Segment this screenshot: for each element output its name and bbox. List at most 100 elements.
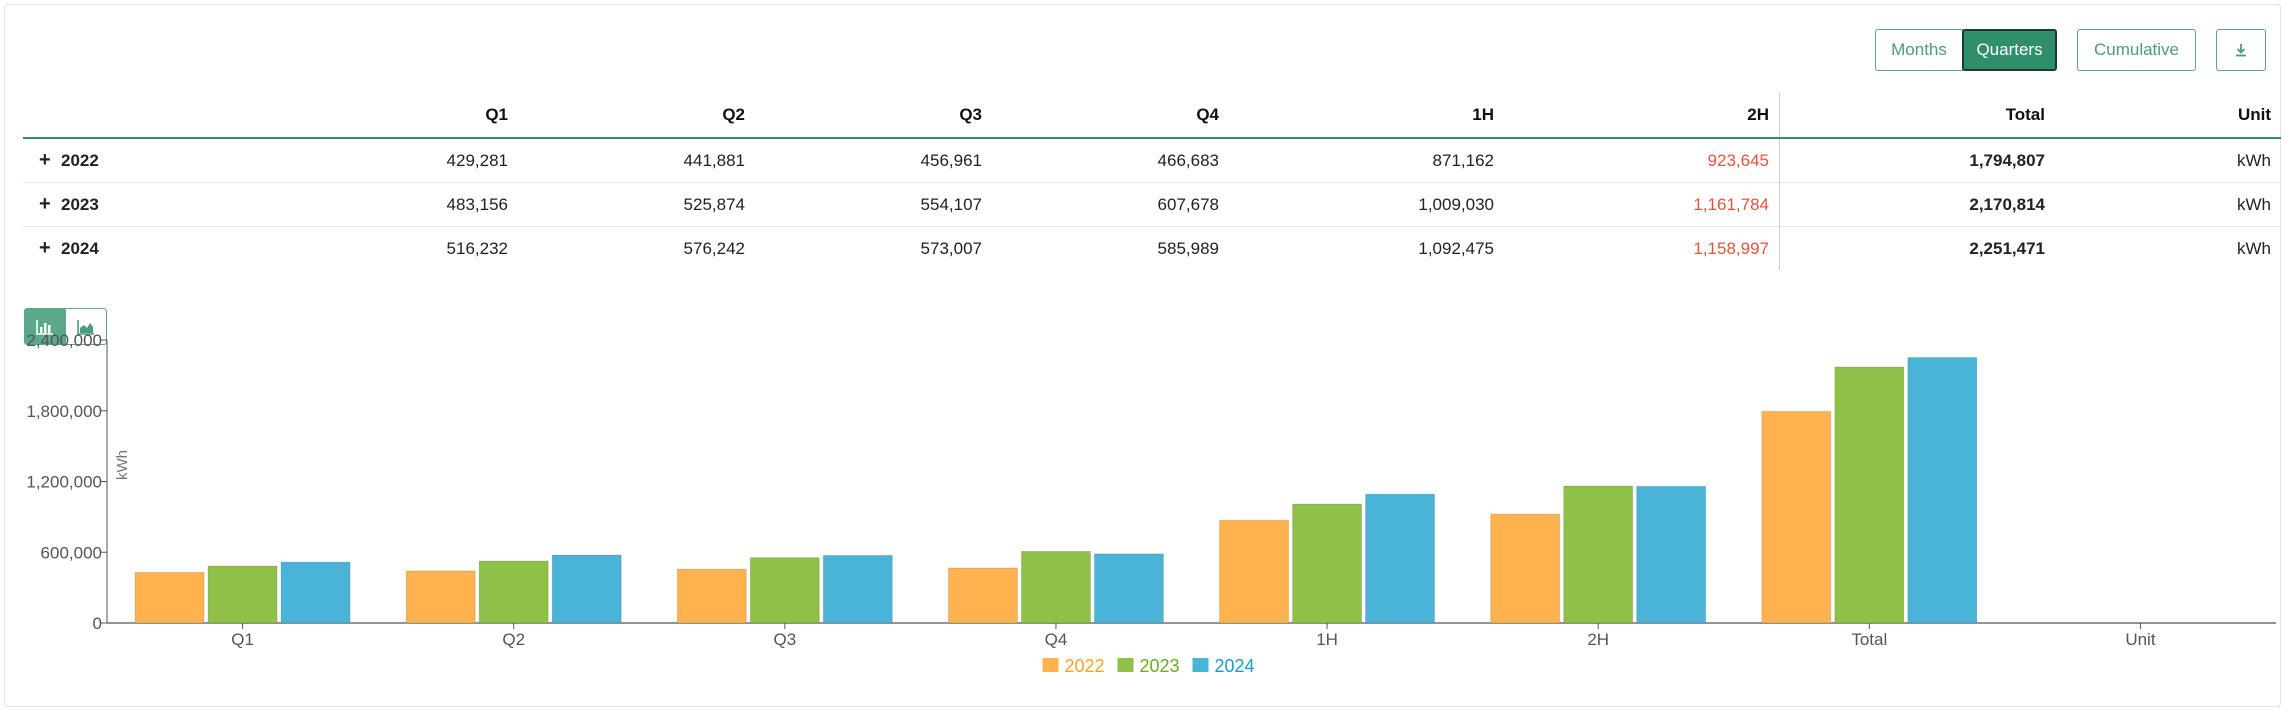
cell-unit: kWh <box>2237 238 2271 258</box>
cell-1h: 871,162 <box>1229 138 1504 183</box>
bar-2024-2H <box>1636 485 1707 624</box>
header-q3: Q3 <box>755 93 992 139</box>
cell-1h: 1,009,030 <box>1229 182 1504 227</box>
cell-q1: 483,156 <box>283 182 518 227</box>
cell-1h: 1,092,475 <box>1418 238 1494 258</box>
y-tick-label: 2,400,000 <box>26 331 102 350</box>
download-button[interactable] <box>2216 29 2266 71</box>
bar-2024-1H <box>1365 493 1436 624</box>
cell-q3: 554,107 <box>755 182 992 227</box>
x-tick-label: 2H <box>1587 630 1609 649</box>
area-chart-icon <box>77 319 94 335</box>
bar-2022-Q2 <box>405 570 476 624</box>
header-1h: 1H <box>1229 93 1504 139</box>
year-label: 2023 <box>61 195 99 214</box>
cell-q4: 585,989 <box>1157 238 1219 258</box>
cell-2h: 923,645 <box>1504 138 1780 183</box>
legend-label-2022: 2022 <box>1065 656 1105 676</box>
year-cell[interactable]: +2023 <box>23 182 283 227</box>
x-tick-label: Q4 <box>1045 630 1068 649</box>
chart-type-toggle <box>24 308 107 345</box>
bar-2024-Q3 <box>822 554 893 624</box>
cell-q2: 576,242 <box>683 238 745 258</box>
cell-q3: 456,961 <box>755 138 992 183</box>
plus-icon[interactable]: + <box>39 193 51 215</box>
legend-label-2023: 2023 <box>1140 656 1180 676</box>
header-unit: Unit <box>2055 93 2281 139</box>
y-axis-label: kWh <box>114 450 131 480</box>
cell-total: 2,170,814 <box>1779 182 2055 227</box>
bar-2022-2H <box>1490 513 1561 624</box>
y-tick-label: 1,200,000 <box>26 473 102 492</box>
bar-chart-button[interactable] <box>24 308 66 345</box>
plus-icon[interactable]: + <box>39 149 51 171</box>
bar-2024-Q4 <box>1093 553 1164 624</box>
y-tick-label: 1,800,000 <box>26 402 102 421</box>
header-q2: Q2 <box>518 93 755 139</box>
bar-2022-Total <box>1761 410 1832 624</box>
cumulative-button[interactable]: Cumulative <box>2077 29 2196 71</box>
bar-2023-Q1 <box>207 565 278 624</box>
cell-q3: 573,007 <box>920 238 982 258</box>
y-tick-label: 600,000 <box>41 543 102 562</box>
x-tick-label: Q3 <box>773 630 796 649</box>
bar-2022-Q1 <box>134 571 205 624</box>
header-2h: 2H <box>1504 93 1780 139</box>
x-tick-label: Total <box>1851 630 1887 649</box>
bar-2024-Total <box>1907 357 1978 624</box>
bar-2023-Q4 <box>1020 550 1091 624</box>
cell-2h: 1,158,997 <box>1504 226 1780 270</box>
header-q1: Q1 <box>283 93 518 139</box>
cell-unit: kWh <box>2055 182 2281 227</box>
year-label: 2024 <box>61 239 99 258</box>
bar-2022-Q4 <box>947 567 1018 624</box>
legend-swatch-2023 <box>1117 658 1134 672</box>
year-cell[interactable]: +2024 <box>23 227 283 271</box>
legend-swatch-2022 <box>1042 658 1059 672</box>
bar-2022-1H <box>1219 519 1290 624</box>
bar-chart-icon <box>36 319 53 335</box>
bar-2023-Total <box>1834 366 1905 624</box>
year-cell[interactable]: +2022 <box>23 138 283 183</box>
table-row: +2022 429,281 441,881 456,961 466,683 87… <box>23 138 2281 183</box>
plus-icon[interactable]: + <box>39 237 51 259</box>
bar-2023-Q3 <box>749 557 820 624</box>
view-toolbar: Months Quarters Cumulative <box>1875 29 2266 71</box>
header-total: Total <box>1779 93 2055 139</box>
header-year <box>23 93 283 139</box>
x-tick-label: Unit <box>2125 630 2156 649</box>
cell-q1: 516,232 <box>446 238 508 258</box>
table-row: +2023 483,156 525,874 554,107 607,678 1,… <box>23 182 2281 227</box>
table-header-row: Q1 Q2 Q3 Q4 1H 2H Total Unit <box>23 93 2281 139</box>
cell-q2: 525,874 <box>518 182 755 227</box>
table-row: +2024 516,232 576,242 573,007 585,989 1,… <box>23 226 2281 271</box>
cell-q4: 466,683 <box>992 138 1229 183</box>
year-label: 2022 <box>61 151 99 170</box>
bar-2023-2H <box>1563 485 1634 624</box>
header-q4: Q4 <box>992 93 1229 139</box>
download-icon <box>2236 44 2246 57</box>
cell-q1: 429,281 <box>283 138 518 183</box>
cell-total: 1,794,807 <box>1779 138 2055 183</box>
x-tick-label: 1H <box>1316 630 1338 649</box>
cell-2h: 1,161,784 <box>1504 182 1780 227</box>
cell-total: 2,251,471 <box>1969 238 2045 258</box>
bar-2024-Q1 <box>280 561 351 624</box>
bar-2022-Q3 <box>676 568 747 624</box>
quarters-button[interactable]: Quarters <box>1962 29 2057 71</box>
y-tick-label: 0 <box>93 614 102 633</box>
bar-2023-Q2 <box>478 560 549 624</box>
cell-q4: 607,678 <box>992 182 1229 227</box>
bar-2024-Q2 <box>551 554 622 624</box>
months-button[interactable]: Months <box>1875 29 1963 71</box>
legend-label-2024: 2024 <box>1215 656 1255 676</box>
x-tick-label: Q2 <box>502 630 525 649</box>
bar-2023-1H <box>1292 503 1363 624</box>
x-tick-label: Q1 <box>231 630 254 649</box>
legend-swatch-2024 <box>1192 658 1209 672</box>
quarterly-data-table: Q1 Q2 Q3 Q4 1H 2H Total Unit +2022 429,2… <box>23 93 2281 270</box>
cell-q2: 441,881 <box>518 138 755 183</box>
area-chart-button[interactable] <box>65 308 107 345</box>
cell-unit: kWh <box>2055 138 2281 183</box>
